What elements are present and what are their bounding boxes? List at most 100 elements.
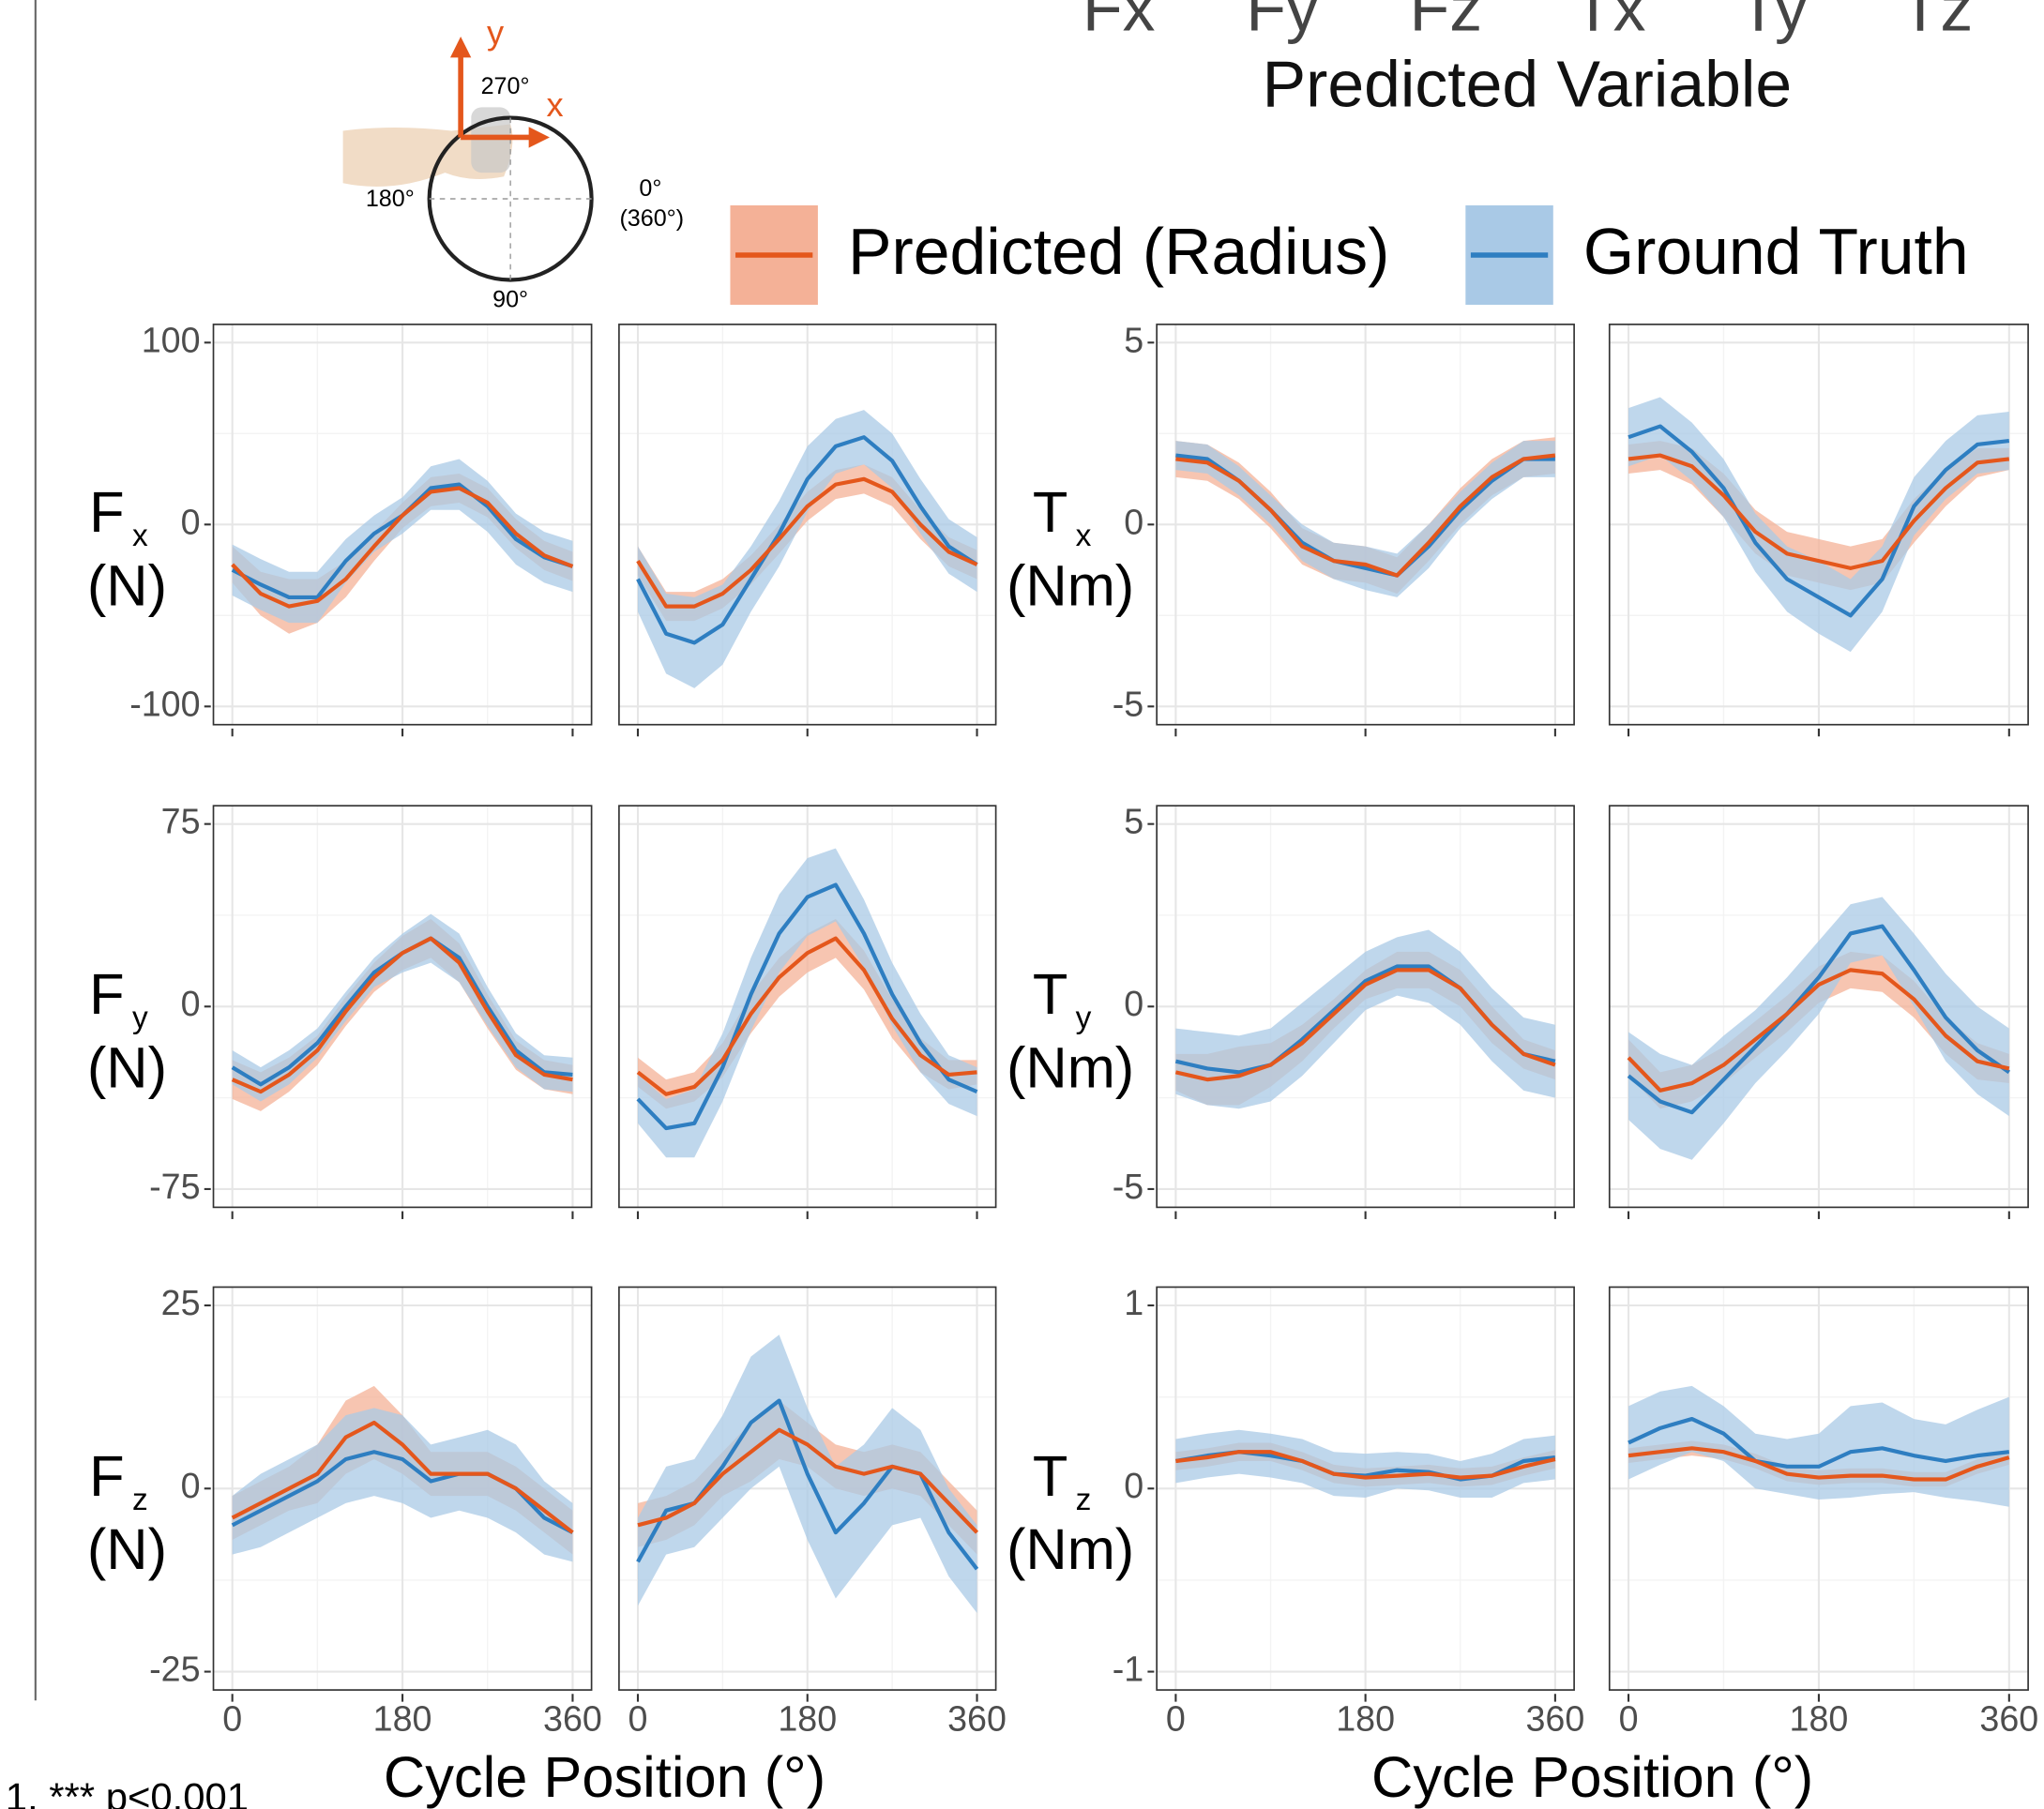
error-band xyxy=(1628,397,2009,653)
y-tick-label: 0 xyxy=(181,984,201,1023)
y-tick-label: -75 xyxy=(149,1167,200,1206)
series-line xyxy=(1174,968,1556,1082)
panel-border xyxy=(1608,324,2029,726)
x-tick-label: 180 xyxy=(1336,1699,1395,1739)
inset-label: y xyxy=(487,13,505,52)
error-band xyxy=(1628,1385,2009,1507)
panel-border xyxy=(212,1286,593,1691)
panel-border xyxy=(212,324,593,726)
x-tick-label: 0 xyxy=(1166,1699,1186,1739)
y-tick-label: 25 xyxy=(161,1283,201,1322)
y-label-unit: (Nm) xyxy=(1007,1517,1134,1582)
y-arrowhead xyxy=(449,37,472,58)
legend-label: Predicted (Radius) xyxy=(848,215,1389,288)
series-line xyxy=(1175,1450,1556,1480)
x-axis-title: Cycle Position (°) xyxy=(1371,1745,1813,1809)
error-band xyxy=(232,918,573,1111)
x-tick-label: 360 xyxy=(1525,1699,1584,1739)
series-line xyxy=(1628,424,2010,618)
inset-label: 270° xyxy=(481,73,530,99)
inset-label: x xyxy=(546,85,563,124)
y-label-symbol: F xyxy=(89,1444,124,1509)
y-tick-label: -5 xyxy=(1113,684,1143,723)
y-tick-label: -100 xyxy=(129,684,200,723)
y-label-subscript: z xyxy=(132,1483,148,1517)
y-tick-label: 5 xyxy=(1124,802,1143,841)
x-tick-label: 360 xyxy=(1979,1699,2038,1739)
series-line xyxy=(636,882,978,1131)
footnote: 1, *** p<0.001 xyxy=(6,1774,249,1809)
y-tick-label: 0 xyxy=(1124,1466,1143,1505)
series-line xyxy=(636,435,978,645)
x-axis-title: Cycle Position (°) xyxy=(384,1745,825,1809)
series-line xyxy=(636,476,978,609)
y-tick-label: -1 xyxy=(1113,1649,1143,1688)
error-band xyxy=(637,410,977,688)
y-label-subscript: x xyxy=(1076,519,1092,553)
panel-border xyxy=(1156,324,1575,726)
y-label-subscript: x xyxy=(132,519,148,553)
series-line xyxy=(1628,1446,2010,1482)
y-label-symbol: F xyxy=(89,480,124,545)
error-band xyxy=(232,1408,573,1562)
variable-label: Ty xyxy=(1738,0,1808,44)
variable-label: Fy xyxy=(1246,0,1319,44)
inset-label: 180° xyxy=(366,186,415,212)
error-band xyxy=(232,913,573,1102)
x-tick-label: 0 xyxy=(222,1699,242,1739)
panel-border xyxy=(212,805,593,1209)
y-tick-label: 0 xyxy=(181,502,201,541)
y-tick-label: -25 xyxy=(149,1649,200,1688)
y-label-unit: (N) xyxy=(87,553,167,618)
series-line xyxy=(1628,453,2010,570)
x-tick-label: 360 xyxy=(947,1699,1007,1739)
panel-border xyxy=(1608,1286,2029,1691)
header-title: Predicted Variable xyxy=(1263,47,1793,120)
panel-border xyxy=(1156,1286,1575,1691)
series-line xyxy=(231,486,574,609)
error-band xyxy=(637,464,977,622)
y-tick-label: 0 xyxy=(1124,984,1143,1023)
y-label-unit: (Nm) xyxy=(1007,553,1134,618)
y-label-unit: (N) xyxy=(87,1035,167,1100)
panel-border xyxy=(1156,805,1575,1209)
y-label-symbol: T xyxy=(1033,1444,1067,1509)
inset-label: 90° xyxy=(492,286,528,312)
inset-label: (360°) xyxy=(619,205,684,232)
error-band xyxy=(637,848,977,1158)
panel-border xyxy=(1608,805,2029,1209)
y-label-symbol: T xyxy=(1033,962,1067,1027)
panel-border xyxy=(618,1286,997,1691)
y-tick-label: 0 xyxy=(181,1466,201,1505)
y-tick-label: 100 xyxy=(142,320,201,359)
y-tick-label: 0 xyxy=(1124,502,1143,541)
series-line xyxy=(231,1420,574,1534)
y-label-symbol: T xyxy=(1033,480,1067,545)
panel-border xyxy=(618,324,997,726)
x-tick-label: 0 xyxy=(1619,1699,1639,1739)
error-band xyxy=(1628,897,2009,1160)
y-label-symbol: F xyxy=(89,962,124,1027)
x-tick-label: 360 xyxy=(543,1699,602,1739)
variable-label: Fz xyxy=(1410,0,1482,44)
x-arrowhead xyxy=(528,127,550,148)
y-tick-label: -5 xyxy=(1113,1167,1143,1206)
y-label-subscript: z xyxy=(1076,1483,1092,1517)
inset-diagram: y 270° x 180° 0° (360°) 90° xyxy=(342,13,684,312)
y-tick-label: 5 xyxy=(1124,320,1143,359)
series-line xyxy=(1175,453,1556,578)
series-line xyxy=(231,936,573,1094)
series-line xyxy=(1627,968,2010,1093)
error-band xyxy=(232,459,573,624)
y-tick-label: 1 xyxy=(1124,1283,1143,1322)
variable-label: Fx xyxy=(1083,0,1156,44)
y-label-unit: (Nm) xyxy=(1007,1035,1134,1100)
y-label-unit: (N) xyxy=(87,1517,167,1582)
variable-label: Tx xyxy=(1573,0,1646,44)
x-tick-label: 180 xyxy=(778,1699,837,1739)
y-label-subscript: y xyxy=(132,1001,148,1035)
series-line xyxy=(636,936,977,1096)
series-line xyxy=(637,1427,979,1534)
